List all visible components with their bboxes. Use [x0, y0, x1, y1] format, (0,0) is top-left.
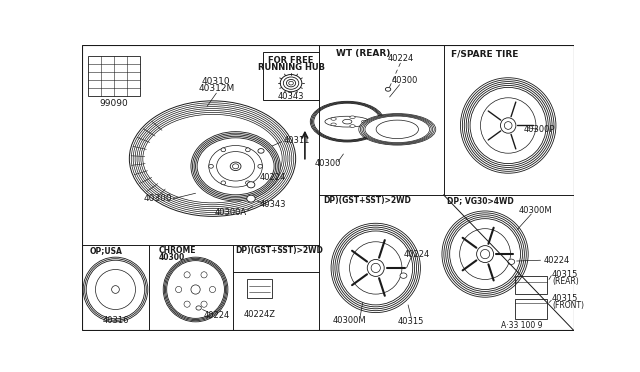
Text: 40312M: 40312M — [198, 84, 234, 93]
Ellipse shape — [111, 286, 119, 294]
Ellipse shape — [258, 164, 262, 168]
Text: 40316: 40316 — [102, 316, 129, 325]
Ellipse shape — [232, 164, 239, 169]
Ellipse shape — [350, 116, 355, 119]
Ellipse shape — [362, 120, 367, 123]
Ellipse shape — [362, 115, 433, 144]
Text: RUNNING HUB: RUNNING HUB — [257, 63, 324, 72]
Ellipse shape — [216, 151, 255, 181]
Ellipse shape — [385, 87, 391, 91]
Ellipse shape — [365, 116, 429, 142]
Text: F/SPARE TIRE: F/SPARE TIRE — [451, 49, 518, 58]
Ellipse shape — [184, 301, 190, 307]
Ellipse shape — [481, 250, 490, 259]
Text: 40315: 40315 — [552, 270, 579, 279]
Ellipse shape — [367, 260, 384, 276]
Ellipse shape — [331, 123, 336, 126]
Ellipse shape — [247, 195, 255, 202]
Text: 40300P: 40300P — [524, 125, 555, 134]
Text: 40224: 40224 — [388, 54, 414, 63]
Ellipse shape — [287, 80, 296, 87]
Text: 40343: 40343 — [278, 92, 304, 101]
Ellipse shape — [289, 81, 293, 85]
Ellipse shape — [209, 286, 216, 293]
Bar — [515, 299, 547, 319]
Text: CHROME: CHROME — [159, 246, 196, 255]
Ellipse shape — [325, 116, 369, 127]
Ellipse shape — [175, 286, 182, 293]
Ellipse shape — [209, 145, 262, 187]
Ellipse shape — [310, 101, 384, 142]
Ellipse shape — [196, 306, 202, 310]
Ellipse shape — [342, 119, 352, 124]
Text: 40300: 40300 — [315, 160, 341, 169]
Ellipse shape — [247, 182, 255, 188]
Ellipse shape — [163, 257, 228, 322]
Text: A·33 100 9: A·33 100 9 — [501, 321, 543, 330]
Text: WT (REAR): WT (REAR) — [336, 49, 390, 58]
Ellipse shape — [360, 114, 435, 144]
Ellipse shape — [221, 148, 226, 152]
Text: 40224: 40224 — [543, 256, 570, 265]
Ellipse shape — [209, 164, 213, 168]
Ellipse shape — [371, 263, 380, 273]
Text: 40224Z: 40224Z — [243, 310, 275, 319]
Text: 40343: 40343 — [259, 200, 286, 209]
Bar — [88, 56, 140, 96]
Text: DP; VG30>4WD: DP; VG30>4WD — [447, 196, 514, 205]
Ellipse shape — [246, 148, 250, 152]
Text: 40224: 40224 — [403, 250, 429, 259]
Ellipse shape — [331, 118, 336, 120]
Text: 40300: 40300 — [392, 76, 418, 85]
Ellipse shape — [201, 272, 207, 278]
Ellipse shape — [500, 118, 516, 133]
Ellipse shape — [504, 122, 512, 129]
Ellipse shape — [184, 272, 190, 278]
Ellipse shape — [230, 162, 241, 170]
Text: 40315: 40315 — [398, 317, 424, 326]
Text: DP)(GST+SST)>2WD: DP)(GST+SST)>2WD — [323, 196, 412, 205]
Text: 40300M: 40300M — [333, 316, 366, 325]
Text: (FRONT): (FRONT) — [552, 301, 584, 310]
Bar — [247, 279, 272, 298]
Text: OP;USA: OP;USA — [90, 246, 122, 255]
Ellipse shape — [350, 125, 355, 127]
Text: 40224: 40224 — [204, 311, 230, 320]
Text: 40310: 40310 — [202, 77, 230, 86]
Ellipse shape — [284, 77, 299, 89]
Text: 40300M: 40300M — [519, 206, 553, 215]
Ellipse shape — [400, 273, 407, 278]
Text: 40300: 40300 — [159, 253, 185, 262]
Ellipse shape — [191, 132, 280, 201]
Text: 40311: 40311 — [284, 136, 310, 145]
Text: 40300: 40300 — [144, 194, 172, 203]
Ellipse shape — [481, 98, 536, 153]
Ellipse shape — [508, 259, 515, 264]
Ellipse shape — [364, 115, 431, 143]
Ellipse shape — [246, 181, 250, 185]
Ellipse shape — [95, 269, 136, 310]
Ellipse shape — [280, 74, 302, 92]
Text: (REAR): (REAR) — [552, 276, 579, 286]
Ellipse shape — [460, 229, 511, 279]
Text: DP)(GST+SST)>2WD: DP)(GST+SST)>2WD — [236, 247, 323, 256]
Bar — [263, 52, 319, 100]
Ellipse shape — [349, 242, 402, 294]
Text: 40300A: 40300A — [214, 208, 246, 217]
Text: 40224: 40224 — [259, 173, 285, 182]
Ellipse shape — [258, 148, 264, 153]
Ellipse shape — [376, 120, 419, 139]
Text: FOR FREE: FOR FREE — [268, 55, 314, 64]
Text: 40315: 40315 — [552, 294, 579, 303]
Ellipse shape — [477, 246, 493, 263]
Bar — [515, 276, 547, 294]
Ellipse shape — [191, 285, 200, 294]
Ellipse shape — [201, 301, 207, 307]
Ellipse shape — [221, 181, 226, 185]
Text: 99090: 99090 — [100, 99, 128, 108]
